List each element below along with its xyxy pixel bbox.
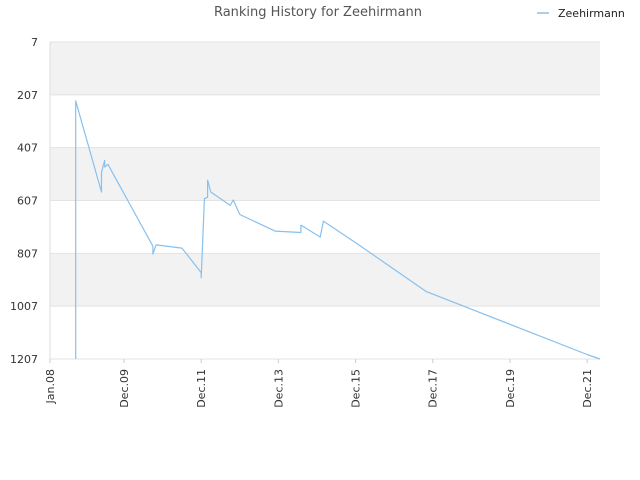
- series-line: [75, 100, 601, 360]
- x-tick-label: Dec.21: [581, 369, 594, 408]
- y-tick-label: 7: [31, 36, 38, 49]
- chart-title: Ranking History for Zeehirmann: [214, 5, 422, 20]
- x-tick-label: Jan.08: [44, 369, 57, 404]
- legend-label: Zeehirmann: [558, 7, 625, 20]
- y-tick-label: 807: [17, 247, 38, 260]
- y-axis: 7 207 407 607 807 1007 1207: [10, 36, 38, 366]
- grid-band: [50, 253, 600, 307]
- series-group: [75, 100, 601, 360]
- grid-band: [50, 42, 600, 95]
- y-tick-label: 607: [17, 195, 38, 208]
- y-tick-label: 1007: [10, 300, 38, 313]
- x-tick-label: Dec.19: [504, 369, 517, 408]
- x-tick-label: Dec.17: [427, 369, 440, 408]
- x-axis: Jan.08 Dec.09 Dec.11 Dec.13 Dec.15 Dec.17 Dec.…: [44, 359, 594, 408]
- grid-band: [50, 94, 600, 148]
- y-tick-label: 207: [17, 89, 38, 102]
- grid-band: [50, 147, 600, 201]
- grid-bands: [50, 42, 600, 359]
- x-tick-label: Dec.09: [118, 369, 131, 408]
- y-tick-label: 1207: [10, 353, 38, 366]
- x-tick-label: Dec.11: [195, 369, 208, 408]
- x-tick-label: Dec.15: [350, 369, 363, 408]
- y-tick-label: 407: [17, 142, 38, 155]
- x-tick-label: Dec.13: [272, 369, 285, 408]
- grid-lines: [49, 41, 600, 360]
- grid-band: [50, 306, 600, 359]
- legend: Zeehirmann: [537, 7, 625, 20]
